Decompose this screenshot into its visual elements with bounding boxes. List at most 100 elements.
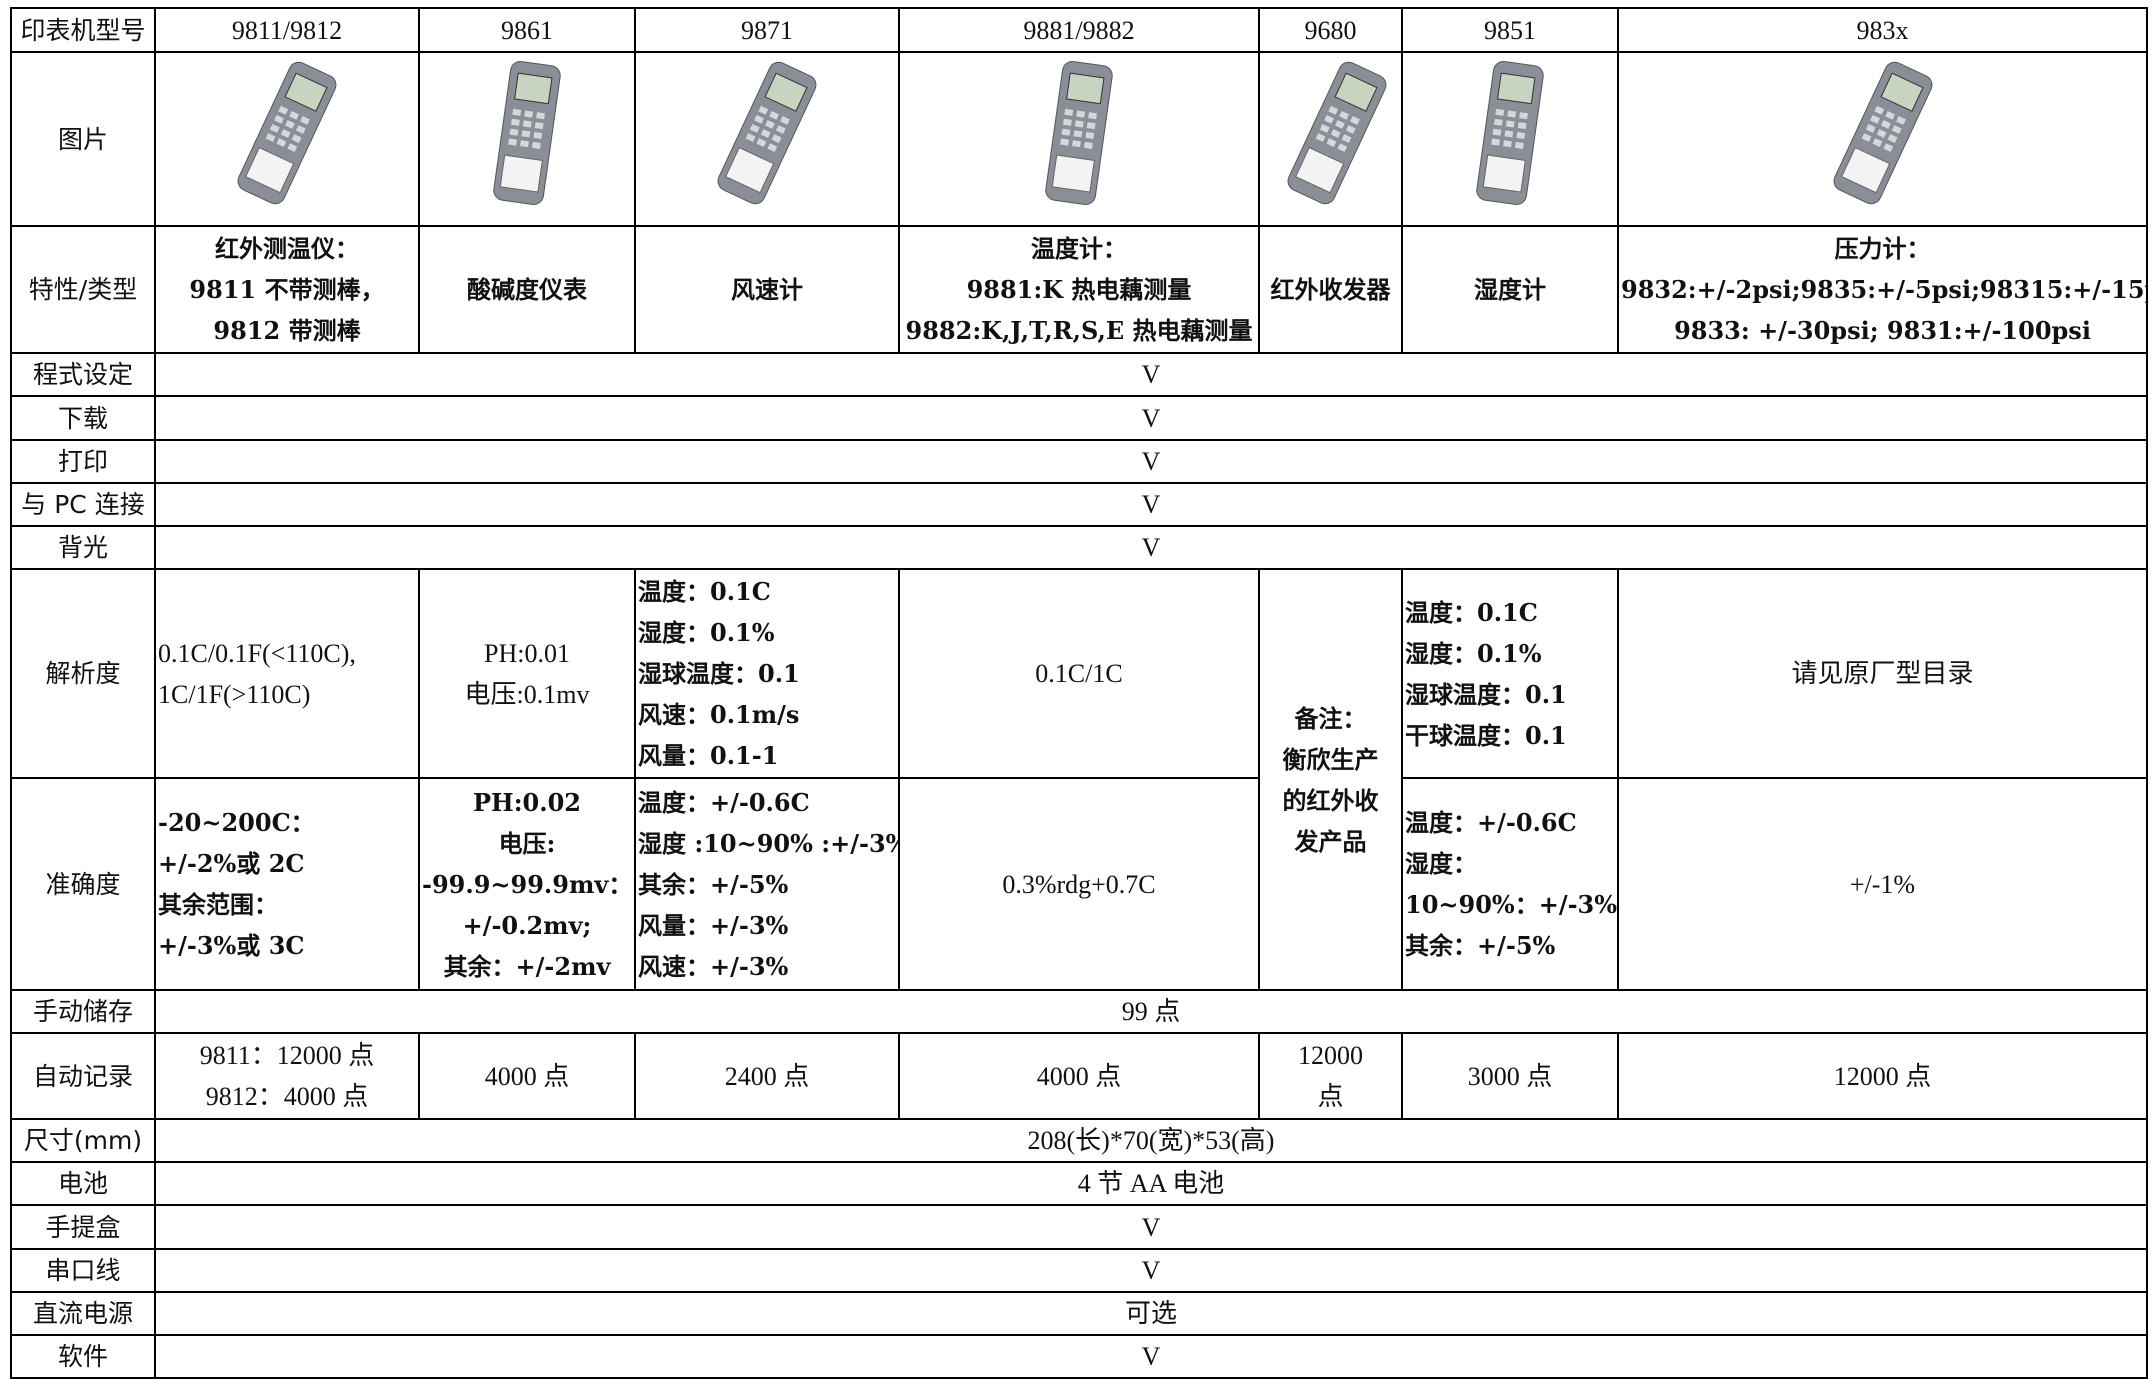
cell-line: 9881:K 热电藕测量 [966, 275, 1192, 304]
cell-line: +/-0.2mv; [462, 910, 592, 940]
cell-line: 其余范围： [158, 890, 278, 919]
table-row: 软件 V [10, 1334, 2148, 1379]
spec-cell: 0.1C/0.1F(<110C), 1C/1F(>110C) [154, 568, 420, 779]
table-row: 解析度 0.1C/0.1F(<110C), 1C/1F(>110C) PH:0.01 电… [10, 568, 2148, 991]
cell-line: 4 节 AA 电池 [1077, 1169, 1225, 1198]
cell-line: 请见原厂型目录 [1791, 659, 1974, 688]
cell-line: 湿度 :10~90% :+/-3% [638, 828, 899, 858]
spec-cell: V [154, 352, 2148, 397]
spec-cell: 12000 点 [1617, 1032, 2148, 1120]
device-icon [717, 61, 817, 205]
device-photo [898, 51, 1260, 227]
cell-line: 9812 带测棒 [213, 316, 361, 345]
cell-line: 99 点 [1121, 997, 1181, 1026]
table-row: 特性/类型 红外测温仪： 9811 不带测棒， 9812 带测棒 酸碱度仪表 风速计 温度计… [10, 225, 2148, 354]
row-label: 软件 [10, 1334, 156, 1379]
cell-line: 其余：+/-5% [638, 869, 789, 899]
row-label: 下载 [10, 395, 156, 441]
table-row: 直流电源 可选 [10, 1291, 2148, 1336]
spec-cell: 可选 [154, 1291, 2148, 1336]
model-header: 9881/9882 [898, 7, 1260, 53]
row-label: 与 PC 连接 [10, 482, 156, 527]
spec-cell: 温度计： 9881:K 热电藕测量 9882:K,J,T,R,S,E 热电藕测量 [898, 225, 1260, 354]
spec-table: 印表机型号 9811/9812 9861 9871 9881/9882 9680 9851 9… [10, 7, 2148, 1379]
spec-cell: 红外测温仪： 9811 不带测棒， 9812 带测棒 [154, 225, 420, 354]
device-icon [493, 60, 561, 206]
device-photo [634, 51, 900, 227]
cell-line: V [1141, 533, 1161, 562]
table-row: 电池 4 节 AA 电池 [10, 1161, 2148, 1206]
cell-line: 湿度：0.1% [638, 618, 775, 647]
cell-line: 9832:+/-2psi;9835:+/-5psi;98315:+/-15psi… [1621, 275, 2147, 304]
row-label: 手提盒 [10, 1204, 156, 1250]
spec-cell: 9811：12000 点 9812：4000 点 [154, 1032, 420, 1120]
cell-line: 电压:0.1mv [464, 679, 590, 709]
cell-line: 压力计： [1834, 234, 1931, 263]
cell-line: 12000 点 [1833, 1061, 1932, 1091]
device-photo [154, 51, 420, 227]
cell-line: 10~90%：+/-3% [1405, 890, 1618, 919]
cell-line: V [1141, 490, 1161, 519]
row-label: 图片 [10, 51, 156, 227]
cell-line: 发产品 [1294, 826, 1367, 856]
cell-line: 9882:K,J,T,R,S,E 热电藕测量 [905, 316, 1253, 345]
row-label: 尺寸(mm) [10, 1118, 156, 1163]
cell-line: V [1141, 403, 1161, 433]
spec-cell: 4 节 AA 电池 [154, 1161, 2148, 1206]
cell-line: 温度：+/-0.6C [638, 787, 810, 817]
row-label: 电池 [10, 1161, 156, 1206]
table-row: 程式设定 V [10, 352, 2148, 397]
cell-line: V [1141, 1256, 1161, 1285]
cell-line: 3000 点 [1467, 1061, 1553, 1091]
model-header: 9871 [634, 7, 900, 53]
model-header: 983x [1617, 7, 2148, 53]
cell-line: 衡欣生产 [1282, 744, 1379, 774]
row-label: 自动记录 [10, 1032, 156, 1120]
spec-cell: 99 点 [154, 989, 2148, 1034]
cell-line: 湿度计 [1474, 275, 1546, 304]
cell-line: -99.9~99.9mv： [422, 869, 633, 899]
table-row: 下载 V [10, 395, 2148, 441]
cell-line: 9811 不带测棒， [189, 275, 385, 304]
cell-line: 温度：0.1C [1405, 597, 1538, 627]
row-label: 串口线 [10, 1248, 156, 1293]
spec-cell: 红外收发器 [1258, 225, 1403, 354]
row-label: 特性/类型 [10, 225, 156, 354]
table-row: 背光 V [10, 525, 2148, 570]
cell-line: 干球温度：0.1 [1405, 720, 1567, 750]
table-row: 印表机型号 9811/9812 9861 9871 9881/9882 9680 9851 9… [10, 7, 2148, 53]
cell-line: V [1141, 447, 1161, 476]
cell-line: 点 [1317, 1082, 1344, 1111]
cell-line: 其余：+/-5% [1405, 931, 1556, 960]
device-icon [237, 61, 337, 205]
cell-line: 温度：0.1C [638, 577, 771, 606]
table-row: 手动储存 99 点 [10, 989, 2148, 1034]
table-row: 串口线 V [10, 1248, 2148, 1293]
cell-line: 温度：+/-0.6C [1405, 808, 1577, 837]
spec-cell: +/-1% [1617, 777, 2148, 991]
table-row: 准确度 -20~200C： +/-2%或 2C 其余范围： +/-3%或 3C PH:0.… [10, 777, 2148, 991]
cell-line: +/-3%或 3C [158, 931, 305, 960]
cell-line: -20~200C： [158, 808, 315, 837]
cell-line: 温度计： [1031, 234, 1127, 263]
spec-cell: 压力计： 9832:+/-2psi;9835:+/-5psi;98315:+/-1… [1617, 225, 2148, 354]
row-label: 手动储存 [10, 989, 156, 1034]
cell-line: 0.1C/0.1F(<110C), [158, 638, 356, 668]
spec-cell: 4000 点 [418, 1032, 636, 1120]
cell-line: 酸碱度仪表 [467, 275, 587, 304]
table-row: 尺寸(mm) 208(长)*70(宽)*53(高) [10, 1118, 2148, 1163]
model-header: 9811/9812 [154, 7, 420, 53]
device-icon [1287, 61, 1387, 205]
cell-line: 9811：12000 点 [199, 1041, 375, 1070]
row-label: 解析度 [10, 568, 156, 779]
spec-cell: 208(长)*70(宽)*53(高) [154, 1118, 2148, 1163]
cell-line: 9812：4000 点 [205, 1082, 369, 1111]
table-row: 自动记录 9811：12000 点 9812：4000 点 4000 点 2400 点 4… [10, 1032, 2148, 1120]
device-icon [1045, 60, 1113, 206]
cell-line: PH:0.01 [484, 638, 570, 668]
cell-line: +/-2%或 2C [158, 849, 305, 878]
spec-cell: 请见原厂型目录 [1617, 568, 2148, 779]
spec-cell: V [154, 1334, 2148, 1379]
spec-cell: 湿度计 [1401, 225, 1619, 354]
